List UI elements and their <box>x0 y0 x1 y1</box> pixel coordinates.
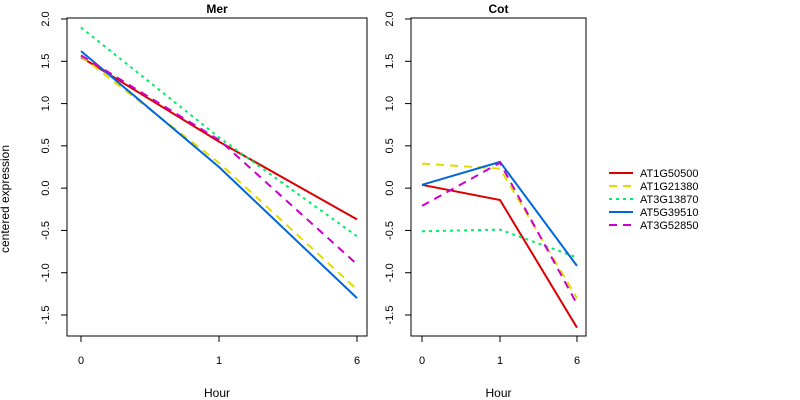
y-tick-label: 1.0 <box>40 96 52 111</box>
legend-label: AT5G39510 <box>640 207 699 219</box>
series-line-at1g50500 <box>80 56 358 221</box>
panels: Mer-1.5-1.0-0.50.00.51.01.52.00 1 6HourCot… <box>40 2 587 400</box>
y-tick-label: 2.0 <box>384 11 396 26</box>
series-line-at3g13870 <box>421 228 578 259</box>
legend-label: AT1G21380 <box>640 181 699 193</box>
x-axis-label: Hour <box>485 386 511 400</box>
x-tick-label: 1 <box>497 355 503 367</box>
y-tick-label: 0.0 <box>40 180 52 195</box>
y-tick-label: -0.5 <box>40 221 52 240</box>
legend: AT1G50500AT1G21380AT3G13870AT5G39510AT3G… <box>609 168 699 232</box>
y-tick-label: -0.5 <box>384 221 396 240</box>
series-line-at1g50500 <box>421 183 578 329</box>
panel-cot: Cot -1.5 -1.0 -0.5 0.0 0.5 1.0 1.5 2.0 0 1 6 Hour <box>384 2 587 400</box>
panel-title: Mer <box>206 2 228 16</box>
y-tick-label: 2.0 <box>40 11 52 26</box>
legend-item: AT1G21380 <box>609 181 699 193</box>
legend-item: AT5G39510 <box>609 207 699 219</box>
x-tick-label: 6 <box>574 355 580 367</box>
x-tick-label: 0 <box>419 355 425 367</box>
plot-frame <box>410 17 587 337</box>
y-tick-label: -1.5 <box>384 306 396 325</box>
panel-title: Cot <box>489 2 509 16</box>
series-line-at3g13870 <box>80 26 358 238</box>
series-line-at1g21380 <box>80 55 358 291</box>
y-tick-label: -1.0 <box>384 263 396 282</box>
y-tick-label: 0.5 <box>384 138 396 153</box>
y-tick-label: 0.5 <box>40 138 52 153</box>
x-axis-label: Hour <box>204 386 230 400</box>
legend-label: AT3G52850 <box>640 220 699 232</box>
legend-item: AT1G50500 <box>609 168 699 180</box>
panel-mer: Mer -1.5 -1.0 -0.5 0.0 0.5 1.0 1.5 2.0 0 1 6 Hour <box>40 2 368 400</box>
legend-item: AT3G13870 <box>609 194 699 206</box>
y-tick-label: 1.5 <box>40 54 52 69</box>
y-tick-label: -1.5 <box>40 306 52 325</box>
y-tick-label: 1.0 <box>384 96 396 111</box>
x-tick-label: 6 <box>354 355 360 367</box>
legend-label: AT1G50500 <box>640 168 699 180</box>
y-tick-label: 1.5 <box>384 54 396 69</box>
series-line-at3g52850 <box>80 54 358 266</box>
y-axis-label: centered expression <box>0 145 12 253</box>
plot-frame <box>66 17 368 337</box>
y-tick-label: 0.0 <box>384 180 396 195</box>
series-line-at5g39510 <box>421 160 578 267</box>
series-line-at3g52850 <box>421 161 578 305</box>
x-tick-label: 1 <box>216 355 222 367</box>
legend-label: AT3G13870 <box>640 194 699 206</box>
y-tick-label: -1.0 <box>40 263 52 282</box>
series-line-at5g39510 <box>80 50 358 299</box>
x-tick-label: 0 <box>78 355 84 367</box>
legend-item: AT3G52850 <box>609 220 699 232</box>
